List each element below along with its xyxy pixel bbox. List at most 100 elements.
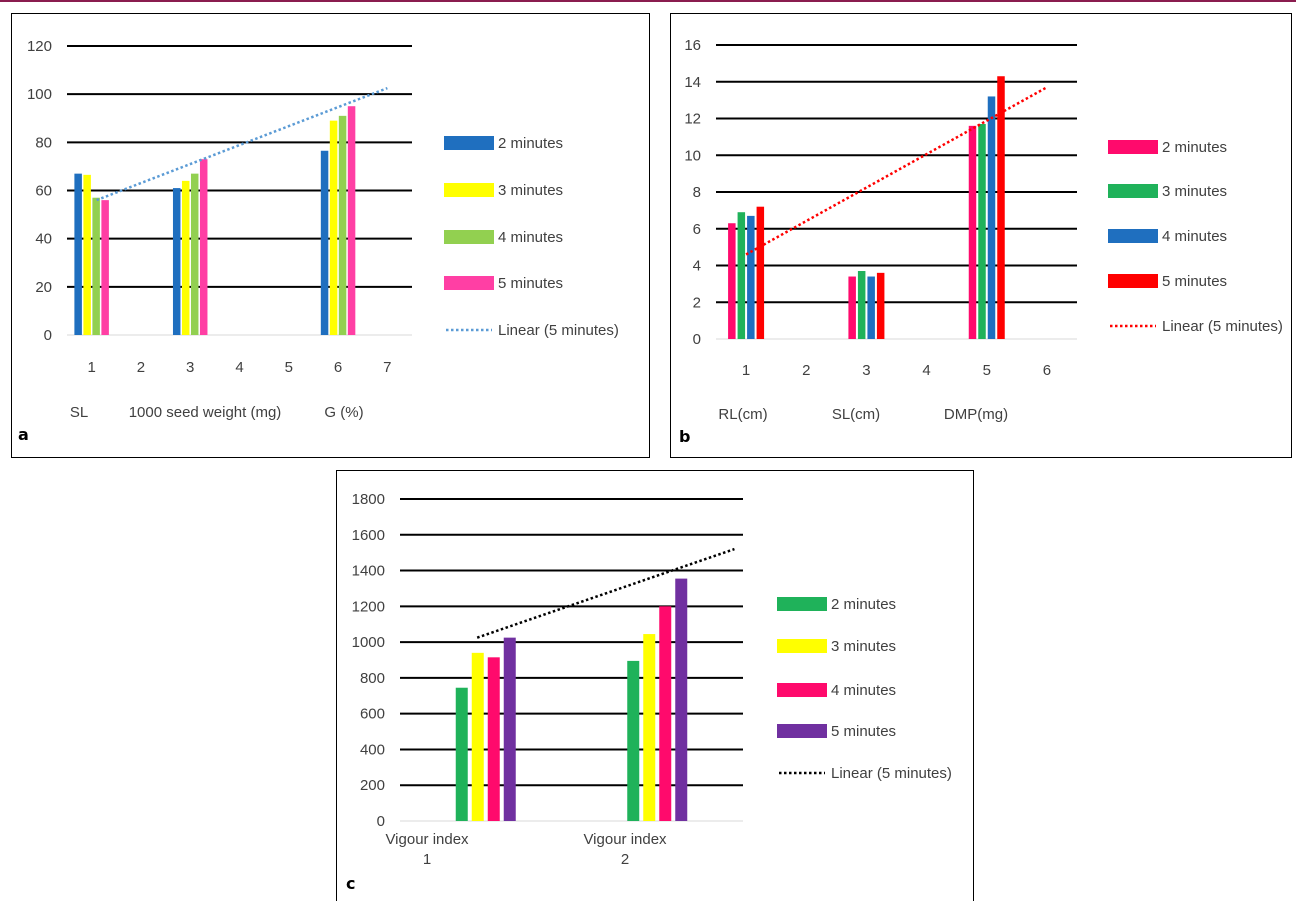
bar-a-s2-c3	[329, 120, 338, 336]
bar-b-s4-c2	[876, 272, 885, 339]
legend-label-c-trend: Linear (5 minutes)	[831, 765, 952, 782]
bar-b-s1-c2	[848, 276, 856, 339]
category-label-c-1: Vigour index 2	[583, 831, 667, 868]
legend-label-a-2: 3 minutes	[498, 182, 563, 199]
y-tick-label-a-5: 100	[27, 86, 52, 103]
category-label-a-1: 1000 seed weight (mg)	[129, 404, 282, 421]
x-tick-label-b-5: 6	[1043, 362, 1051, 379]
bar-a-s1-c1	[74, 173, 82, 335]
y-tick-label-a-1: 20	[35, 279, 52, 296]
category-label-b-0: RL(cm)	[718, 406, 767, 423]
x-tick-label-a-5: 6	[334, 359, 342, 376]
bar-a-s1-c3	[320, 150, 329, 335]
y-tick-label-a-0: 0	[44, 327, 52, 344]
legend-label-a-4: 5 minutes	[498, 275, 563, 292]
legend-swatch-b-3	[1108, 229, 1158, 243]
legend-swatch-a-3	[444, 230, 494, 244]
bar-c-s3-c2	[659, 606, 672, 821]
bar-c-s4-c2	[675, 578, 688, 821]
legend-label-a-3: 4 minutes	[498, 229, 563, 246]
panel-letter-c: c	[346, 874, 355, 893]
chart-panel-a: 0 20 40 60 80 100 120 1 2 3 4 5 6 7 SL 1000 seed weight…	[11, 13, 650, 458]
legend-swatch-c-4	[777, 724, 827, 738]
category-label-a-2: G (%)	[324, 404, 363, 421]
bar-a-s3-c1	[92, 197, 100, 335]
x-tick-label-a-1: 2	[137, 359, 145, 376]
trendline-b	[745, 86, 1048, 256]
y-tick-label-c-9: 1800	[352, 491, 385, 508]
y-tick-label-c-3: 600	[360, 706, 385, 723]
bar-b-s3-c2	[867, 276, 875, 339]
bar-b-s2-c2	[857, 271, 866, 339]
bar-b-s3-c1	[747, 215, 755, 339]
bar-c-s3-c1	[487, 657, 500, 821]
x-tick-label-b-0: 1	[742, 362, 750, 379]
y-tick-label-a-4: 80	[35, 134, 52, 151]
bar-b-s4-c3	[997, 76, 1005, 340]
x-tick-label-b-1: 2	[802, 362, 810, 379]
y-tick-label-c-5: 1000	[352, 634, 385, 651]
bar-b-s2-c3	[978, 124, 986, 339]
y-tick-label-c-7: 1400	[352, 563, 385, 580]
y-tick-label-c-0: 0	[377, 813, 385, 830]
legend-label-b-3: 4 minutes	[1162, 228, 1227, 245]
bar-a-s4-c2	[199, 159, 208, 335]
bar-a-s2-c1	[83, 174, 91, 335]
y-tick-label-b-4: 8	[693, 184, 701, 201]
y-tick-label-b-8: 16	[684, 37, 701, 54]
legend-label-a-trend: Linear (5 minutes)	[498, 322, 619, 339]
x-tick-label-a-2: 3	[186, 359, 194, 376]
panel-letter-b: b	[679, 427, 690, 446]
chart-panel-c: 0 200 400 600 800 1000 1200 1400 1600 1800 Vigour …	[336, 470, 974, 901]
bar-a-s2-c2	[181, 180, 190, 335]
legend-label-b-trend: Linear (5 minutes)	[1162, 318, 1283, 335]
trendline-a	[96, 86, 388, 202]
legend-label-c-2: 3 minutes	[831, 638, 896, 655]
y-tick-label-c-1: 200	[360, 777, 385, 794]
y-tick-label-b-1: 2	[693, 294, 701, 311]
x-tick-label-b-4: 5	[983, 362, 991, 379]
y-tick-label-b-0: 0	[693, 331, 701, 348]
legend-swatch-c-1	[777, 597, 827, 611]
chart-c-svg: 0 200 400 600 800 1000 1200 1400 1600 1800 Vigour …	[346, 491, 952, 893]
y-tick-label-b-7: 14	[684, 74, 701, 91]
x-tick-label-b-3: 4	[922, 362, 930, 379]
category-label-b-2: DMP(mg)	[944, 406, 1008, 423]
bar-b-s2-c1	[737, 212, 746, 339]
legend-swatch-b-2	[1108, 184, 1158, 198]
bar-a-s3-c3	[338, 115, 347, 335]
bar-c-s1-c2	[627, 660, 640, 821]
bar-a-s4-c1	[101, 200, 109, 335]
x-tick-label-b-2: 3	[862, 362, 870, 379]
y-tick-label-b-3: 6	[693, 221, 701, 238]
bar-b-s1-c1	[728, 223, 736, 339]
bar-b-s4-c1	[756, 206, 765, 339]
legend-label-b-4: 5 minutes	[1162, 273, 1227, 290]
bar-c-s2-c1	[471, 652, 484, 821]
x-tick-label-a-6: 7	[383, 359, 391, 376]
legend-label-a-1: 2 minutes	[498, 135, 563, 152]
legend-label-b-2: 3 minutes	[1162, 183, 1227, 200]
category-label-b-1: SL(cm)	[832, 406, 880, 423]
legend-swatch-a-4	[444, 276, 494, 290]
chart-a-svg: 0 20 40 60 80 100 120 1 2 3 4 5 6 7 SL 1000 seed weight…	[18, 38, 619, 444]
y-tick-label-c-6: 1200	[352, 598, 385, 615]
bar-c-s1-c1	[455, 687, 468, 821]
trendline-c	[476, 547, 735, 639]
x-tick-label-a-3: 4	[235, 359, 243, 376]
bar-b-s1-c3	[968, 125, 977, 339]
bar-c-s2-c2	[643, 634, 656, 821]
bar-a-s1-c2	[172, 188, 181, 335]
bar-c-s4-c1	[503, 637, 516, 821]
bar-a-s3-c2	[190, 173, 199, 335]
legend-swatch-c-2	[777, 639, 827, 653]
category-label-c-0: Vigour index 1	[385, 831, 469, 868]
legend-swatch-a-1	[444, 136, 494, 150]
bar-b-s3-c3	[987, 96, 996, 339]
chart-panel-b: 0 2 4 6 8 10 12 14 16 1 2 3 4 5 6 RL(cm) SL(cm) DMP(mg) 2 …	[670, 13, 1292, 458]
y-tick-label-b-5: 10	[684, 147, 701, 164]
legend-label-c-1: 2 minutes	[831, 596, 896, 613]
y-tick-label-a-6: 120	[27, 38, 52, 55]
y-tick-label-b-2: 4	[693, 258, 701, 275]
